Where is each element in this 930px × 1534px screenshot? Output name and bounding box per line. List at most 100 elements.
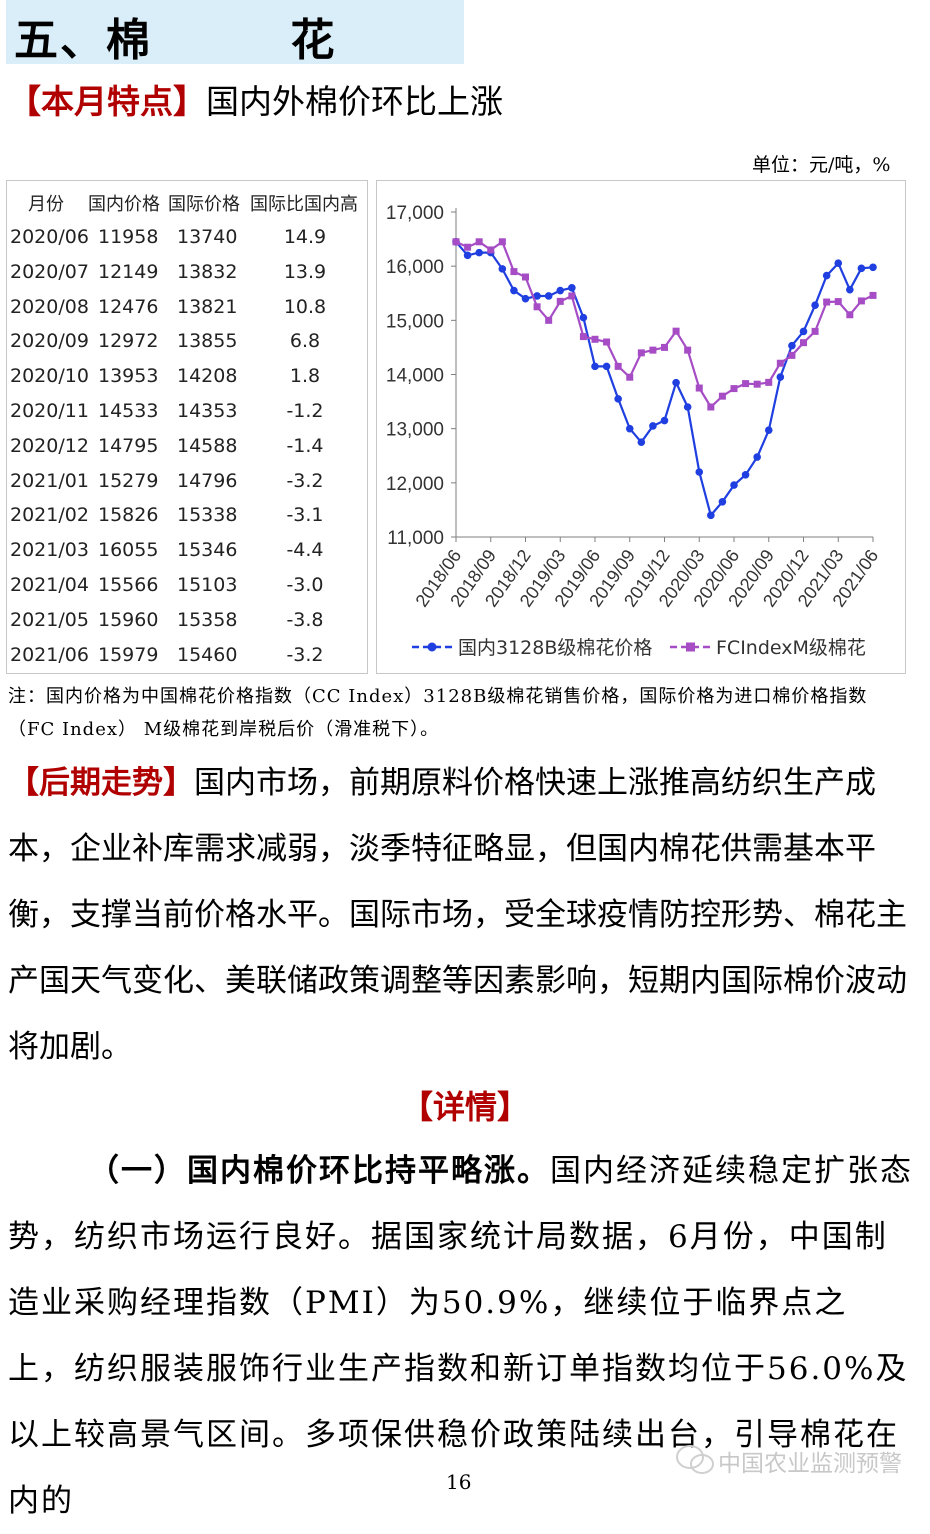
trend-text: 国内市场，前期原料价格快速上涨推高纺织生产成本，企业补库需求减弱，淡季特征略显，… xyxy=(8,765,907,1065)
table-cell: 2021/04 xyxy=(10,574,89,596)
data-point xyxy=(823,298,831,306)
data-point xyxy=(475,238,483,246)
y-tick-label: 14,000 xyxy=(386,366,444,387)
data-point xyxy=(637,349,645,357)
table-cell: 13855 xyxy=(177,330,238,353)
data-point xyxy=(603,338,611,346)
table-cell: 15346 xyxy=(177,539,238,562)
y-tick-label: 15,000 xyxy=(386,311,444,332)
price-table xyxy=(6,180,368,674)
data-point xyxy=(811,327,819,335)
table-cell: 14533 xyxy=(98,400,159,422)
data-point xyxy=(776,359,784,367)
data-point xyxy=(695,384,703,392)
table-cell: -3.8 xyxy=(286,608,324,631)
data-point xyxy=(637,438,646,447)
data-point xyxy=(765,378,773,386)
table-cell: 15358 xyxy=(177,608,238,631)
data-point xyxy=(707,403,715,411)
data-point xyxy=(672,327,680,335)
table-cell: 13821 xyxy=(177,295,238,318)
data-point xyxy=(857,264,866,273)
data-point xyxy=(649,346,657,354)
data-point xyxy=(707,511,715,520)
data-point xyxy=(718,497,727,506)
data-point xyxy=(463,251,472,260)
table-cell: 13740 xyxy=(177,226,238,248)
table-cell: 1.8 xyxy=(289,365,321,388)
data-point xyxy=(614,395,622,403)
series-line-1 xyxy=(455,241,874,518)
table-cell: 2021/01 xyxy=(10,469,89,492)
data-point xyxy=(753,380,761,388)
data-point xyxy=(521,294,530,303)
data-point xyxy=(498,265,507,273)
table-cell: 12149 xyxy=(98,260,159,283)
y-tick-label: 16,000 xyxy=(386,257,444,278)
table-cell: -3.1 xyxy=(286,504,324,527)
data-point xyxy=(452,238,460,246)
table-cell: -4.4 xyxy=(286,539,324,562)
data-point xyxy=(579,313,588,322)
data-point xyxy=(579,333,587,341)
data-point xyxy=(695,468,704,476)
table-cell: 15338 xyxy=(177,504,238,527)
data-point xyxy=(672,378,680,387)
data-point xyxy=(568,284,576,292)
table-cell: 11958 xyxy=(98,226,159,248)
data-point xyxy=(660,416,669,425)
data-point xyxy=(498,238,506,246)
data-point xyxy=(533,292,541,300)
data-point xyxy=(510,268,518,276)
data-point xyxy=(522,273,529,281)
table-cell: 2020/07 xyxy=(10,260,89,283)
legend-marker xyxy=(427,642,437,652)
data-point xyxy=(834,259,843,267)
table-cell: 2020/10 xyxy=(10,365,89,388)
table-header: 国际比国内高 xyxy=(250,194,358,215)
table-cell: 13953 xyxy=(98,365,159,388)
data-point xyxy=(533,303,541,311)
data-point xyxy=(602,362,611,371)
section-title-bar: 五、棉 花 xyxy=(6,0,464,66)
data-point xyxy=(487,246,495,254)
data-point xyxy=(846,311,854,319)
price-chart-frame xyxy=(376,180,906,674)
trend-tag: 【后期走势】 xyxy=(8,765,194,801)
unit-label: 单位：元/吨，% xyxy=(752,154,891,176)
detail-heading: 【详情】 xyxy=(0,1082,930,1128)
table-cell: 14208 xyxy=(177,365,238,388)
data-point xyxy=(776,373,785,381)
y-tick-label: 13,000 xyxy=(386,420,444,441)
data-point xyxy=(718,392,726,400)
trend-paragraph: 【后期走势】国内市场，前期原料价格快速上涨推高纺织生产成本，企业补库需求减弱，淡… xyxy=(8,750,913,1080)
data-point xyxy=(846,285,854,294)
table-cell: 2021/03 xyxy=(10,539,89,562)
table-cell: 15826 xyxy=(98,504,159,527)
price-line-chart: 11,000 12,000 13,000 14,000 15,000 16,000 17,0… xyxy=(386,203,882,659)
data-point xyxy=(683,403,692,411)
table-cell: 14796 xyxy=(177,469,238,492)
wechat-watermark-icon xyxy=(676,1445,714,1474)
detail-bold-lead: （一）国内棉价环比持平略涨。 xyxy=(88,1153,550,1189)
table-cell: 12476 xyxy=(98,295,159,318)
data-point xyxy=(510,286,518,295)
detail-text: 国内经济延续稳定扩张态势，纺织市场运行良好。据国家统计局数据，6月份，中国制造业… xyxy=(8,1153,913,1519)
page-number: 16 xyxy=(446,1470,472,1494)
table-cell: 14588 xyxy=(177,434,238,457)
detail-heading-text: 【详情】 xyxy=(400,1088,529,1126)
data-point xyxy=(822,271,831,280)
data-point xyxy=(626,373,634,381)
y-tick-label: 11,000 xyxy=(387,528,444,549)
table-cell: 14.9 xyxy=(283,226,327,248)
table-cell: 12972 xyxy=(98,330,159,353)
data-point xyxy=(800,339,807,347)
data-point xyxy=(684,346,692,354)
data-point xyxy=(556,286,565,295)
table-cell: 2020/11 xyxy=(10,400,89,422)
data-point xyxy=(568,292,576,300)
data-point xyxy=(869,291,877,299)
table-cell: 2020/12 xyxy=(10,434,89,457)
table-cell: 15460 xyxy=(177,643,238,666)
table-cell: 15279 xyxy=(98,469,159,492)
